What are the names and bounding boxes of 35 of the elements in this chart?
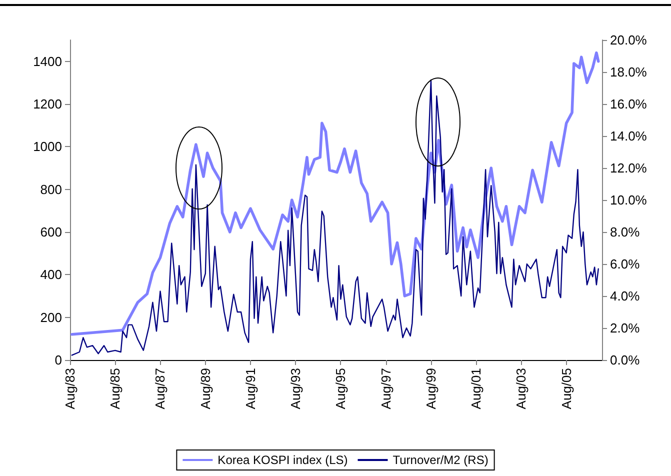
x-tick-label: Aug/05	[558, 368, 574, 410]
x-tick-label: Aug/93	[288, 368, 304, 410]
y2-tick-label: 12.0%	[610, 160, 648, 176]
y2-tick-label: 10.0%	[610, 192, 648, 208]
y2-tick-label: 20.0%	[610, 32, 648, 48]
x-tick-label: Aug/83	[62, 368, 78, 410]
y2-tick-label: 6.0%	[610, 256, 640, 272]
x-tick-label: Aug/97	[378, 368, 394, 410]
line-series	[70, 51, 600, 336]
y-tick-label: 1000	[33, 139, 62, 154]
x-tick-label: Aug/85	[108, 368, 123, 410]
legend-label: Turnover/M2 (RS)	[392, 453, 488, 467]
y2-tick-label: 4.0%	[610, 288, 640, 304]
y2-tick-label: 16.0%	[610, 96, 648, 112]
x-tick-label: Aug/01	[468, 368, 484, 410]
x-tick-label: Aug/99	[423, 368, 438, 410]
x-tick-label: Aug/91	[242, 368, 258, 410]
y-tick-label: 400	[40, 267, 62, 282]
y2-tick-label: 18.0%	[610, 64, 648, 80]
y2-tick-label: 8.0%	[610, 224, 640, 240]
y2-tick-label: 0.0%	[610, 352, 640, 368]
y-tick-label: 1200	[33, 96, 62, 112]
y-tick-label: 0	[54, 352, 62, 368]
x-tick-label: Aug/95	[333, 368, 348, 410]
x-tick-label: Aug/03	[514, 368, 529, 410]
x-tick-label: Aug/89	[198, 368, 213, 410]
y-tick-label: 200	[40, 310, 62, 325]
y-tick-label: 1400	[33, 54, 62, 69]
y2-tick-label: 14.0%	[610, 128, 648, 144]
y-tick-label: 800	[40, 182, 62, 197]
line-series	[71, 79, 599, 356]
y2-tick-label: 2.0%	[610, 320, 640, 336]
legend-label: Korea KOSPI index (LS)	[218, 453, 348, 467]
y-tick-label: 600	[40, 224, 62, 240]
x-tick-label: Aug/87	[152, 368, 168, 410]
